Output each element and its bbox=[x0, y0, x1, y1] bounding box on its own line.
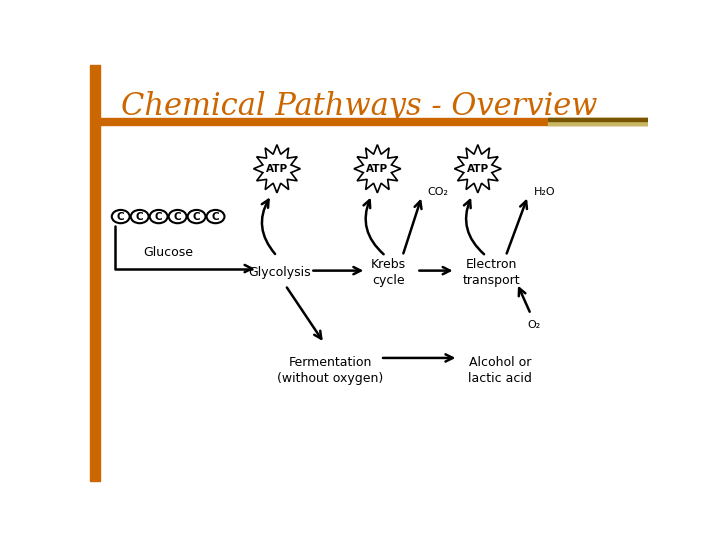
Circle shape bbox=[131, 210, 148, 223]
Text: ATP: ATP bbox=[266, 164, 288, 174]
Bar bbox=[547, 118, 648, 120]
Polygon shape bbox=[454, 145, 501, 193]
Circle shape bbox=[168, 210, 186, 223]
Polygon shape bbox=[253, 145, 300, 193]
Text: ATP: ATP bbox=[467, 164, 489, 174]
Text: C: C bbox=[136, 212, 143, 221]
Text: Krebs
cycle: Krebs cycle bbox=[371, 258, 406, 287]
Text: C: C bbox=[212, 212, 220, 221]
Text: Glucose: Glucose bbox=[143, 246, 193, 259]
Text: Glycolysis: Glycolysis bbox=[248, 266, 311, 279]
Text: ATP: ATP bbox=[366, 164, 388, 174]
Text: C: C bbox=[193, 212, 200, 221]
Text: C: C bbox=[174, 212, 181, 221]
Text: Alcohol or
lactic acid: Alcohol or lactic acid bbox=[468, 356, 532, 385]
Circle shape bbox=[150, 210, 168, 223]
Text: H₂O: H₂O bbox=[534, 187, 555, 197]
Circle shape bbox=[112, 210, 130, 223]
Text: Chemical Pathways - Overview: Chemical Pathways - Overview bbox=[121, 91, 597, 122]
Text: Electron
transport: Electron transport bbox=[463, 258, 521, 287]
Text: Fermentation
(without oxygen): Fermentation (without oxygen) bbox=[276, 356, 383, 385]
Text: O₂: O₂ bbox=[527, 320, 540, 330]
Text: CO₂: CO₂ bbox=[428, 187, 449, 197]
Bar bbox=[100, 118, 648, 125]
Polygon shape bbox=[354, 145, 401, 193]
Circle shape bbox=[207, 210, 225, 223]
Bar bbox=[547, 118, 648, 125]
Text: C: C bbox=[155, 212, 163, 221]
Circle shape bbox=[188, 210, 205, 223]
Text: C: C bbox=[117, 212, 125, 221]
Bar bbox=[90, 65, 100, 481]
